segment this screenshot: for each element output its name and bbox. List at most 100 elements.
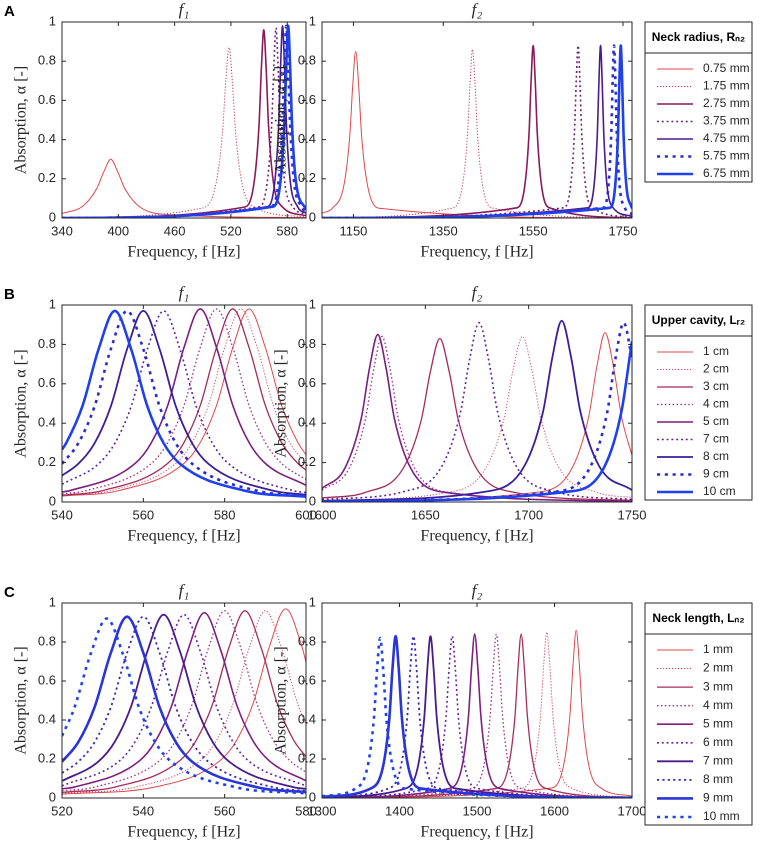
absorption-curve	[62, 308, 306, 493]
plot-area	[322, 44, 632, 218]
plot-area	[62, 308, 306, 498]
legend-label: 5 cm	[703, 414, 729, 428]
absorption-curve	[62, 24, 306, 218]
y-tick-label: 0.6	[38, 672, 56, 687]
absorption-curve	[62, 613, 306, 790]
plot-frame	[61, 21, 307, 219]
absorption-curve	[62, 613, 306, 787]
absorption-curve	[322, 319, 632, 502]
absorption-curve	[62, 611, 306, 790]
legend-label: 2 mm	[703, 661, 733, 675]
x-tick-label: 560	[132, 507, 154, 522]
x-tick-label: 1600	[308, 507, 337, 522]
x-tick-label: 580	[295, 803, 317, 818]
chart-title: f₁	[179, 283, 190, 302]
y-tick-label: 0	[309, 209, 316, 224]
panel-label: C	[4, 584, 15, 601]
y-tick-label: 0.6	[298, 92, 316, 107]
panel-label: B	[4, 286, 15, 303]
x-tick-label: 1750	[618, 507, 647, 522]
x-tick-label: 520	[51, 803, 73, 818]
y-tick-label: 0.4	[298, 711, 316, 726]
absorption-curve	[322, 634, 632, 798]
x-axis-label: Frequency, f [Hz]	[127, 528, 240, 545]
x-tick-label: 540	[51, 507, 73, 522]
absorption-curve	[62, 309, 306, 498]
y-tick-label: 0.6	[38, 375, 56, 390]
x-tick-label: 1700	[618, 803, 647, 818]
y-tick-label: 0	[309, 493, 316, 508]
legend-title: Upper cavity, Lᵣ₂	[652, 313, 746, 327]
chart-title: f₁	[179, 0, 190, 19]
y-tick-label: 0.4	[298, 131, 316, 146]
y-tick-label: 0.6	[298, 375, 316, 390]
legend-label: 4 cm	[703, 397, 729, 411]
absorption-curve	[322, 44, 632, 218]
y-tick-label: 0.8	[298, 633, 316, 648]
x-tick-label: 520	[220, 223, 242, 238]
legend-label: 6.75 mm	[703, 166, 750, 180]
legend-label: 4 mm	[703, 698, 733, 712]
y-tick-label: 0.4	[38, 131, 56, 146]
y-tick-label: 0	[309, 789, 316, 804]
y-axis-label: Absorption, α [-]	[13, 66, 30, 174]
absorption-curve	[322, 633, 632, 798]
absorption-curve	[62, 24, 306, 218]
absorption-curve	[62, 615, 306, 792]
legend-box	[644, 602, 753, 826]
plot-area	[322, 629, 632, 798]
x-tick-label: 600	[295, 507, 317, 522]
x-axis-label: Frequency, f [Hz]	[127, 824, 240, 841]
legend-box	[644, 21, 753, 183]
x-tick-label: 1600	[540, 803, 569, 818]
legend-label: 2 cm	[703, 362, 729, 376]
y-tick-label: 0	[49, 209, 56, 224]
absorption-curve	[322, 44, 632, 218]
y-tick-label: 1	[49, 296, 56, 311]
legend-title: Neck radius, Rₙ₂	[652, 30, 745, 44]
plot-frame	[61, 602, 307, 799]
absorption-curve	[322, 635, 632, 798]
legend-label: 3 cm	[703, 379, 729, 393]
x-tick-label: 1550	[519, 223, 548, 238]
y-tick-label: 1	[309, 296, 316, 311]
y-tick-label: 0.6	[38, 92, 56, 107]
absorption-curve	[62, 46, 306, 218]
absorption-curve	[62, 308, 306, 495]
x-axis-label: Frequency, f [Hz]	[127, 244, 240, 261]
legend-label: 3.75 mm	[703, 114, 750, 128]
plot-area	[322, 319, 632, 502]
x-tick-label: 1700	[514, 507, 543, 522]
y-axis-label: Absorption, α [-]	[13, 646, 30, 754]
x-tick-label: 1300	[308, 803, 337, 818]
absorption-curve	[322, 50, 632, 218]
x-tick-label: 340	[51, 223, 73, 238]
x-tick-label: 1500	[463, 803, 492, 818]
x-tick-label: 540	[132, 803, 154, 818]
y-tick-label: 1	[49, 13, 56, 28]
chart-title: f₁	[179, 581, 190, 600]
absorption-curve	[62, 610, 306, 792]
legend-label: 0.75 mm	[703, 61, 750, 75]
legend-title: Neck length, Lₙ₂	[652, 611, 744, 625]
chart-title: f₂	[472, 283, 483, 302]
x-axis-label: Frequency, f [Hz]	[420, 244, 533, 261]
legend-box	[644, 304, 753, 501]
absorption-curve	[62, 27, 306, 218]
x-tick-label: 1350	[429, 223, 458, 238]
legend-label: 7 mm	[703, 754, 733, 768]
legend-label: 7 cm	[703, 432, 729, 446]
y-tick-label: 0.8	[298, 336, 316, 351]
absorption-curve	[322, 333, 632, 502]
y-tick-label: 0.8	[38, 336, 56, 351]
y-tick-label: 0.8	[38, 633, 56, 648]
plot-area	[62, 24, 306, 218]
absorption-curve	[62, 610, 306, 794]
y-tick-label: 0.2	[38, 170, 56, 185]
x-tick-label: 460	[164, 223, 186, 238]
legend-label: 9 mm	[703, 791, 733, 805]
y-tick-label: 0.2	[38, 454, 56, 469]
y-tick-label: 1	[309, 594, 316, 609]
legend-label: 9 cm	[703, 467, 729, 481]
